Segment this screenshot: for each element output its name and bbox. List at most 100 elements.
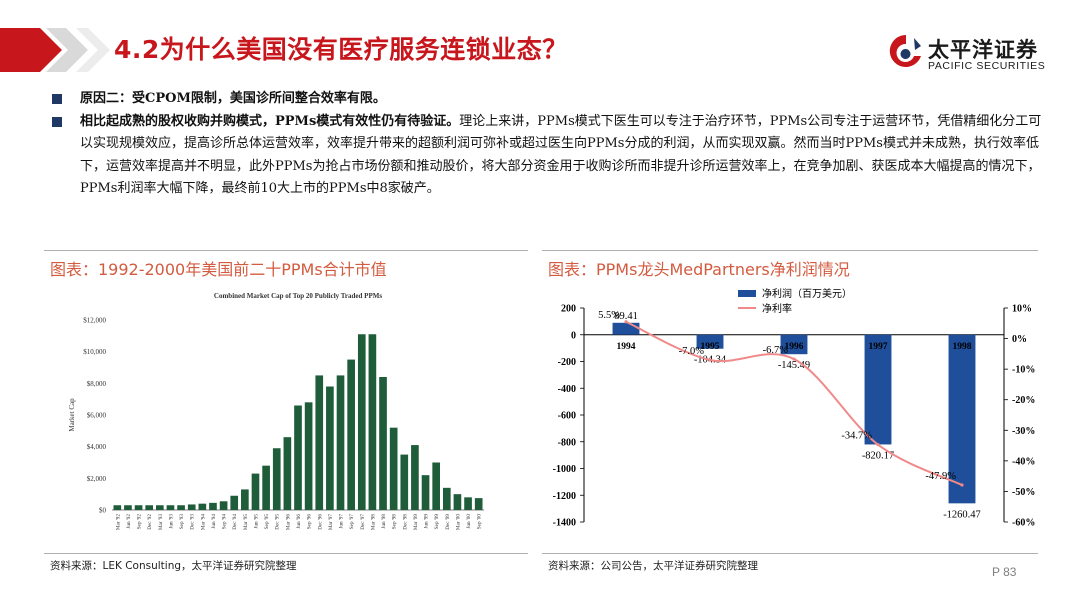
x-tick-label: 1995 — [701, 342, 720, 352]
bar-value-label: 89.41 — [614, 311, 638, 322]
bullet-2-bold: 相比起成熟的股权收购并购模式，PPMs模式有效性仍有待验证。 — [80, 113, 460, 129]
x-tick-label: Jun '97 — [339, 514, 345, 529]
net-profit-bar — [696, 334, 724, 349]
market-cap-bar — [113, 505, 122, 510]
right-chart-source: 资料来源：公司公告，太平洋证券研究院整理 — [548, 560, 758, 572]
market-cap-bar — [379, 377, 387, 510]
x-tick-label: Sep '95 — [264, 514, 270, 530]
y-tick-label: -400 — [558, 384, 576, 395]
market-cap-bar — [251, 473, 260, 510]
divider — [44, 553, 528, 554]
market-cap-bar — [166, 505, 175, 510]
bullet-2-text: 理论上来讲，PPMs模式下医生可以专注于治疗环节，PPMs公司专注于运营环节，凭… — [80, 113, 1042, 197]
market-cap-bar — [209, 502, 217, 510]
margin-value-label: -34.7% — [841, 431, 872, 442]
left-chart-source: 资料来源：LEK Consulting，太平洋证券研究院整理 — [50, 560, 297, 572]
bullet-item-1: 原因二：受CPOM限制，美国诊所间整合效率有限。 — [52, 88, 1042, 111]
market-cap-bar — [272, 448, 281, 510]
x-tick-label: 1996 — [785, 342, 804, 352]
market-cap-chart: Combined Market Cap of Top 20 Publicly T… — [68, 292, 484, 530]
y2-tick-label: 10% — [1012, 304, 1032, 315]
net-profit-bar — [948, 334, 976, 504]
x-tick-label: Jun '93 — [168, 514, 174, 529]
x-tick-label: Jun '99 — [424, 514, 430, 529]
market-cap-bar — [177, 505, 185, 510]
x-tick-label: Sep '96 — [307, 514, 313, 530]
x-tick-label: Mar '98 — [370, 514, 376, 530]
y-tick-label: -600 — [558, 411, 576, 422]
margin-point — [624, 320, 628, 324]
chart-title: Combined Market Cap of Top 20 Publicly T… — [214, 292, 382, 300]
market-cap-bar — [411, 445, 419, 510]
market-cap-bar — [453, 494, 462, 510]
y-tick-label: -1400 — [553, 518, 576, 529]
left-chart-panel: 图表：1992-2000年美国前二十PPMs合计市值 Combined Mark… — [44, 250, 528, 580]
y2-tick-label: -60% — [1012, 518, 1035, 529]
market-cap-bar — [124, 505, 132, 510]
y-tick-label: 200 — [561, 304, 576, 315]
x-tick-label: Mar '95 — [243, 514, 249, 530]
y-tick-label: -800 — [558, 437, 576, 448]
market-cap-bar — [315, 375, 324, 510]
x-tick-label: Sep '93 — [179, 514, 185, 530]
x-tick-label: Jun '94 — [211, 514, 217, 529]
y2-tick-label: 0% — [1012, 334, 1027, 345]
page-number: P 83 — [992, 565, 1017, 579]
bar-value-label: -145.49 — [778, 360, 810, 371]
y-tick-label: 0 — [571, 330, 576, 341]
market-cap-bar — [474, 498, 483, 510]
x-tick-label: Mar '92 — [115, 514, 121, 530]
net-profit-chart: 200 0 -200 -400 -600 -800 -1000 -1200 -1400 10% 0%… — [553, 287, 1036, 529]
x-tick-label: Dec '99 — [445, 514, 451, 530]
market-cap-bar — [389, 427, 398, 510]
x-tick-label: Mar '94 — [200, 514, 206, 530]
market-cap-bar — [432, 462, 440, 510]
market-cap-bar — [400, 454, 409, 510]
margin-value-label: 5.5% — [598, 310, 620, 321]
bullet-1-bold: 原因二：受CPOM限制，美国诊所间整合效率有限。 — [80, 91, 386, 106]
y2-tick-label: -40% — [1012, 456, 1035, 467]
y-tick-label: $4,000 — [87, 443, 107, 451]
market-cap-bar — [421, 475, 430, 510]
market-cap-bar — [283, 437, 292, 510]
market-cap-bar — [442, 487, 451, 510]
x-tick-label: Sep '00 — [477, 514, 483, 530]
market-cap-bar — [294, 405, 302, 510]
margin-value-label: -47.9% — [925, 471, 956, 482]
market-cap-bar — [357, 334, 366, 510]
market-cap-bar — [219, 501, 228, 510]
margin-value-label: -7.0% — [679, 346, 705, 357]
market-cap-bar — [368, 334, 377, 510]
y2-tick-label: -10% — [1012, 365, 1035, 376]
x-tick-label: 1997 — [869, 342, 888, 352]
x-tick-label: Sep '99 — [434, 514, 440, 530]
x-tick-label: Jun '92 — [126, 514, 132, 529]
legend-bar-label: 净利润（百万美元） — [762, 287, 852, 300]
right-chart-panel: 图表：PPMs龙头MedPartners净利润情况 200 0 -200 -400 -6… — [542, 250, 1038, 580]
x-tick-label: 1998 — [953, 342, 972, 352]
market-cap-bar — [336, 375, 345, 510]
y-tick-label: $2,000 — [87, 475, 107, 483]
x-tick-label: Dec '95 — [275, 514, 281, 530]
x-tick-label: Mar '96 — [285, 514, 291, 530]
y-tick-label: -1200 — [553, 491, 576, 502]
divider — [44, 250, 528, 251]
market-cap-bar — [304, 402, 313, 510]
y-tick-label: -1000 — [553, 464, 576, 475]
x-tick-label: Dec '93 — [190, 514, 196, 530]
bullet-list: 原因二：受CPOM限制，美国诊所间整合效率有限。 相比起成熟的股权收购并购模式，… — [52, 88, 1042, 201]
market-cap-bar — [230, 495, 239, 510]
divider — [542, 250, 1038, 251]
x-tick-label: Jun '98 — [381, 514, 387, 529]
market-cap-bar — [134, 505, 143, 510]
x-tick-label: 1994 — [617, 342, 636, 352]
y2-tick-label: -20% — [1012, 395, 1035, 406]
x-tick-label: Dec '94 — [232, 514, 238, 530]
x-tick-label: Dec '96 — [317, 514, 323, 530]
market-cap-bar — [241, 489, 249, 510]
bullet-item-2: 相比起成熟的股权收购并购模式，PPMs模式有效性仍有待验证。理论上来讲，PPMs… — [52, 111, 1042, 201]
margin-point — [708, 358, 712, 362]
market-cap-bar — [347, 359, 355, 510]
x-tick-label: Sep '98 — [392, 514, 398, 530]
market-cap-bar — [156, 505, 164, 510]
